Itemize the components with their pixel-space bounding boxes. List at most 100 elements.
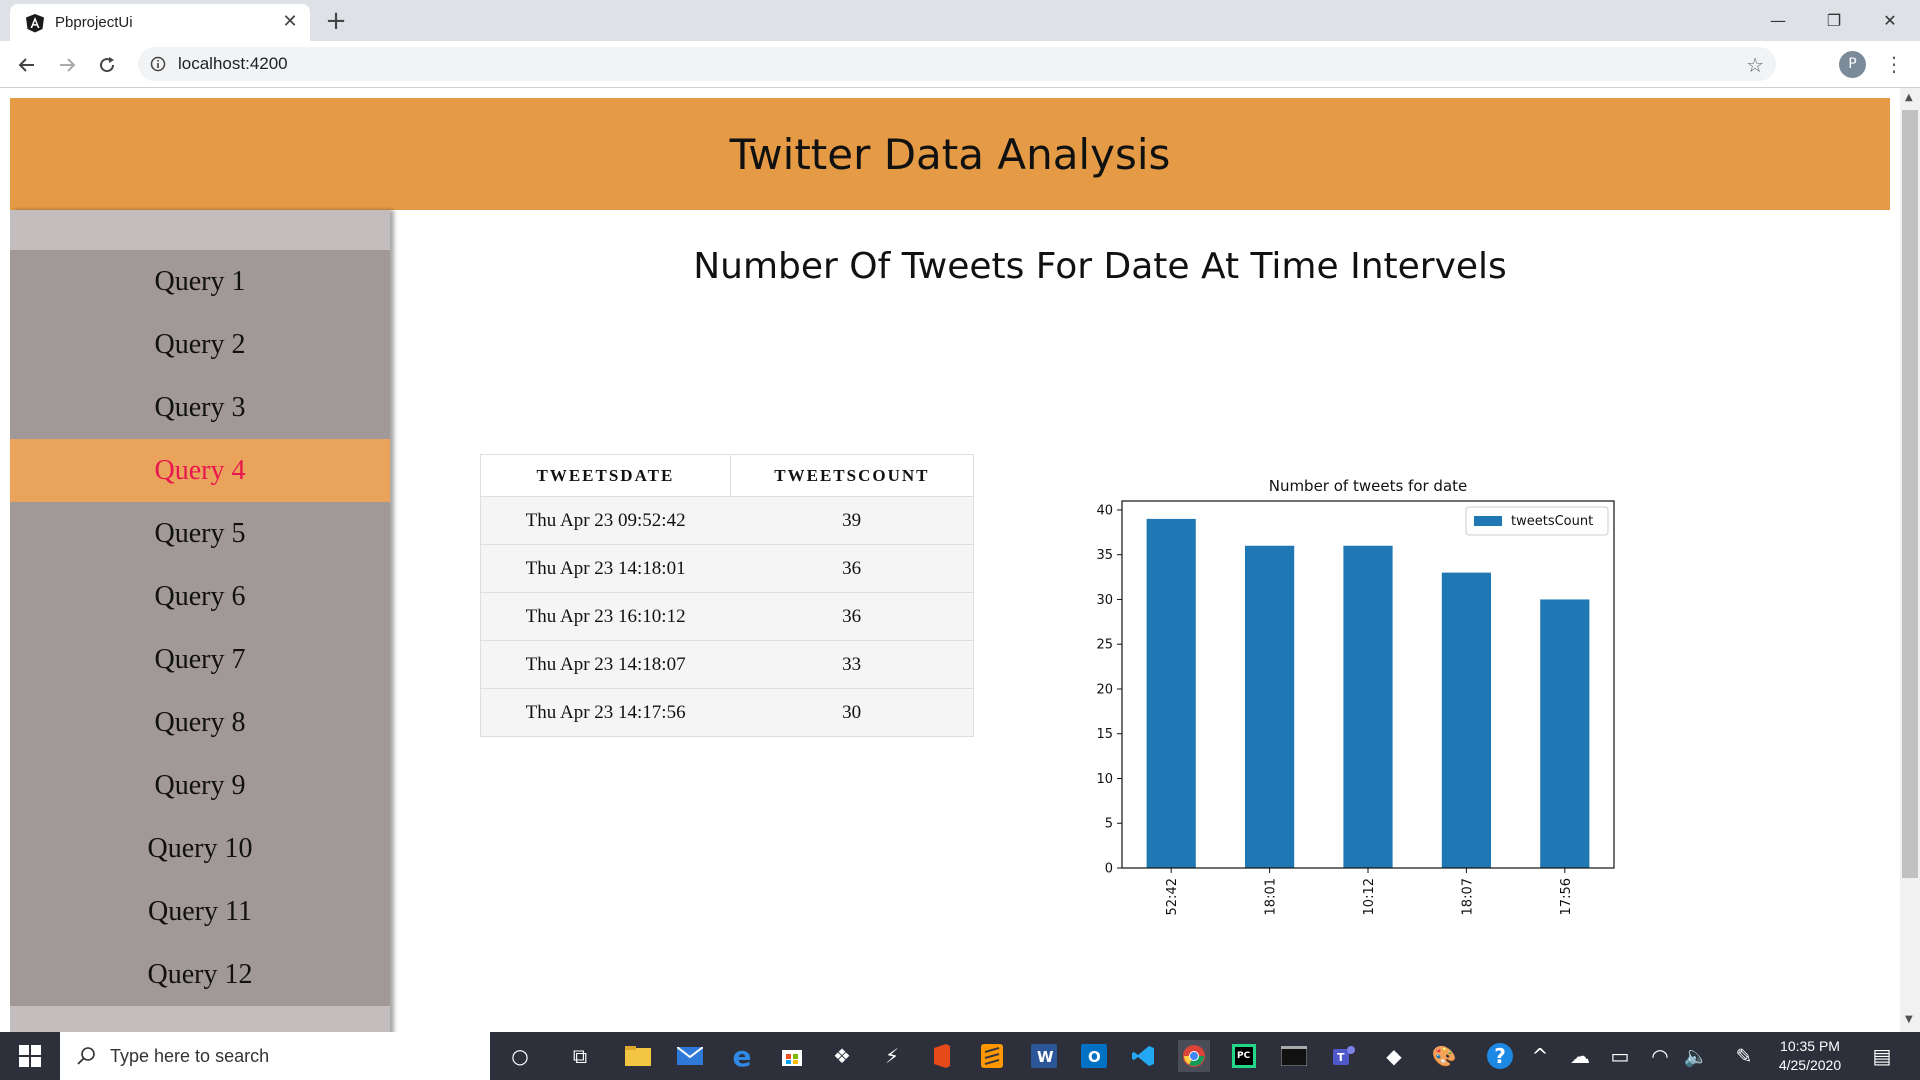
table-cell-date: Thu Apr 23 14:17:56	[480, 688, 731, 737]
sidebar-item-query-11[interactable]: Query 11	[148, 895, 252, 927]
scroll-down-arrow-icon[interactable]: ▼	[1905, 1014, 1913, 1025]
reload-button[interactable]	[92, 50, 122, 80]
back-button[interactable]	[12, 50, 42, 80]
forward-arrow-icon	[60, 58, 76, 72]
bookmark-star-icon[interactable]: ☆	[1746, 53, 1764, 77]
sidebar-item-query-2[interactable]: Query 2	[154, 328, 246, 360]
dropbox-icon[interactable]: ❖	[833, 1044, 851, 1068]
terminal-icon[interactable]	[1278, 1040, 1310, 1072]
notification-icon[interactable]: ▤	[1872, 1044, 1892, 1068]
content-title: Number Of Tweets For Date At Time Interv…	[693, 246, 1507, 287]
sidebar-item-query-10[interactable]: Query 10	[147, 832, 253, 864]
task-view-icon[interactable]: ⧉	[572, 1044, 588, 1068]
page-title: Twitter Data Analysis	[729, 129, 1171, 179]
minimize-button[interactable]: —	[1770, 10, 1786, 30]
y-tick-label: 5	[1105, 817, 1113, 832]
tweets-bar-chart: Number of tweets for date 52:42 18:01 10:12…	[1096, 477, 1615, 915]
sublime-text-icon[interactable]	[976, 1040, 1008, 1072]
sidebar-item-query-6[interactable]: Query 6	[154, 580, 246, 612]
teams-icon[interactable]: T	[1328, 1040, 1360, 1072]
taskbar-search-box[interactable]: Type here to search	[60, 1032, 490, 1080]
scroll-thumb[interactable]	[1902, 110, 1918, 878]
cloud-icon[interactable]: ☁	[1570, 1044, 1590, 1068]
svg-text:W: W	[1037, 1048, 1054, 1066]
tweets-table: TWEETSDATE TWEETSCOUNT Thu Apr 23 09:52:…	[480, 454, 975, 737]
browser-tab[interactable]: PbprojectUi ✕	[10, 4, 310, 41]
x-tick-label: 18:07	[1460, 878, 1475, 915]
table-cell-count: 33	[730, 640, 975, 689]
pycharm-icon[interactable]: PC	[1228, 1040, 1260, 1072]
table-cell-count: 30	[730, 688, 975, 737]
browser-tab-bar: PbprojectUi ✕ + — ❐ ✕	[0, 0, 1920, 41]
sidebar-item-query-5[interactable]: Query 5	[154, 517, 246, 549]
chrome-icon[interactable]	[1178, 1040, 1210, 1072]
scroll-up-arrow-icon[interactable]: ▲	[1905, 92, 1913, 103]
sidebar-item-query-12[interactable]: Query 12	[147, 958, 253, 990]
store-icon[interactable]	[776, 1040, 808, 1072]
x-tick-label: 10:12	[1362, 878, 1377, 915]
bolt-app-icon[interactable]: ⚡	[884, 1044, 900, 1068]
back-arrow-icon	[18, 58, 34, 72]
y-tick-label: 0	[1105, 862, 1113, 877]
new-tab-button[interactable]: +	[325, 6, 347, 36]
mail-icon[interactable]	[674, 1040, 706, 1072]
file-explorer-icon[interactable]	[622, 1040, 654, 1072]
search-icon	[77, 1047, 95, 1065]
svg-text:T: T	[1337, 1051, 1345, 1064]
x-tick-label: 17:56	[1559, 878, 1574, 915]
sidebar-item-query-8[interactable]: Query 8	[154, 706, 246, 738]
system-clock[interactable]: 10:35 PM 4/25/2020	[1770, 1037, 1850, 1075]
clock-date: 4/25/2020	[1778, 1057, 1842, 1073]
close-window-button[interactable]: ✕	[1883, 10, 1897, 30]
y-tick-label: 10	[1096, 772, 1113, 787]
y-tick-label: 15	[1096, 727, 1113, 742]
sidebar-item-query-7[interactable]: Query 7	[154, 643, 246, 675]
table-cell-date: Thu Apr 23 09:52:42	[480, 496, 731, 545]
sidebar-item-query-9[interactable]: Query 9	[154, 769, 246, 801]
sidebar-item-query-3[interactable]: Query 3	[154, 391, 246, 423]
restore-button[interactable]: ❐	[1826, 10, 1842, 30]
vscode-icon[interactable]	[1128, 1040, 1160, 1072]
sidebar-item-query-1[interactable]: Query 1	[154, 265, 246, 297]
angular-icon	[26, 13, 44, 32]
table-cell-count: 36	[730, 544, 975, 593]
git-icon[interactable]: ◆	[1386, 1044, 1402, 1068]
url-text: localhost:4200	[178, 54, 288, 73]
chart-bar	[1343, 545, 1393, 868]
column-header-tweetsdate: TWEETSDATE	[480, 454, 731, 497]
sidebar-list: Query 1 Query 2 Query 3 Query 4 Query 5 …	[10, 250, 390, 1006]
pen-icon[interactable]: ✎	[1735, 1044, 1753, 1068]
clock-time: 10:35 PM	[1780, 1038, 1840, 1054]
volume-icon[interactable]: 🔈	[1683, 1044, 1709, 1068]
sidebar: Query 1 Query 2 Query 3 Query 4 Query 5 …	[10, 210, 390, 1032]
help-icon[interactable]: ?	[1484, 1040, 1516, 1072]
table-cell-date: Thu Apr 23 14:18:01	[480, 544, 731, 593]
page-scrollbar[interactable]: ▲ ▼	[1900, 88, 1920, 1032]
tray-chevron-icon[interactable]: ^	[1531, 1044, 1549, 1068]
reload-icon	[100, 57, 115, 73]
browser-toolbar: localhost:4200 ☆ P ⋮	[0, 41, 1920, 88]
paint-icon[interactable]: 🎨	[1431, 1044, 1457, 1068]
legend-swatch	[1474, 516, 1502, 526]
outlook-icon[interactable]: O	[1078, 1040, 1110, 1072]
table-row: Thu Apr 23 14:17:56 30	[480, 688, 975, 737]
column-header-tweetscount: TWEETSCOUNT	[729, 454, 975, 497]
sidebar-item-query-4[interactable]: Query 4	[10, 439, 390, 502]
start-button[interactable]	[0, 1032, 60, 1080]
table-row: Thu Apr 23 14:18:01 36	[480, 544, 975, 593]
cortana-icon[interactable]: ○	[511, 1044, 529, 1068]
tab-close-icon[interactable]: ✕	[282, 11, 298, 32]
word-icon[interactable]: W	[1028, 1040, 1060, 1072]
browser-menu-icon[interactable]: ⋮	[1884, 52, 1904, 76]
profile-avatar[interactable]: P	[1839, 51, 1866, 78]
y-tick-label: 40	[1096, 503, 1113, 518]
table-row: Thu Apr 23 16:10:12 36	[480, 592, 975, 641]
address-bar[interactable]: localhost:4200 ☆	[138, 47, 1776, 81]
table-row: Thu Apr 23 14:18:07 33	[480, 640, 975, 689]
office-icon[interactable]	[926, 1040, 958, 1072]
windows-taskbar: Type here to search ○ ⧉ e ❖ ⚡ W O PC T ◆…	[0, 1032, 1920, 1080]
edge-icon[interactable]: e	[732, 1039, 752, 1073]
forward-button[interactable]	[52, 50, 82, 80]
battery-icon[interactable]: ▭	[1610, 1044, 1630, 1068]
wifi-icon[interactable]: ◠	[1651, 1044, 1669, 1068]
